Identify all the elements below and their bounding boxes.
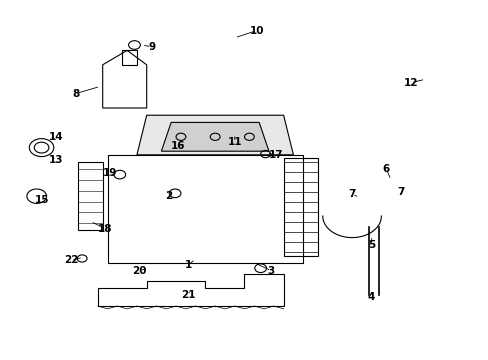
Text: 13: 13 [49,155,63,165]
Text: 14: 14 [49,132,63,142]
Text: 19: 19 [102,168,117,178]
Text: 5: 5 [367,240,374,250]
Text: 20: 20 [132,266,146,276]
Text: 4: 4 [367,292,375,302]
Text: 15: 15 [34,195,49,205]
Text: 6: 6 [382,164,389,174]
Polygon shape [161,122,268,151]
Text: 11: 11 [227,137,242,147]
Text: 16: 16 [171,141,185,151]
Text: 1: 1 [184,260,191,270]
Text: 22: 22 [63,255,78,265]
Text: 2: 2 [165,191,172,201]
Text: 9: 9 [148,42,155,52]
Polygon shape [137,115,293,155]
Text: 17: 17 [268,150,283,160]
Text: 8: 8 [72,89,79,99]
Text: 10: 10 [249,26,264,36]
Text: 7: 7 [347,189,355,199]
Text: 18: 18 [98,224,112,234]
Text: 12: 12 [403,78,417,88]
Text: 3: 3 [267,266,274,276]
Text: 7: 7 [396,186,404,197]
Text: 21: 21 [181,290,195,300]
